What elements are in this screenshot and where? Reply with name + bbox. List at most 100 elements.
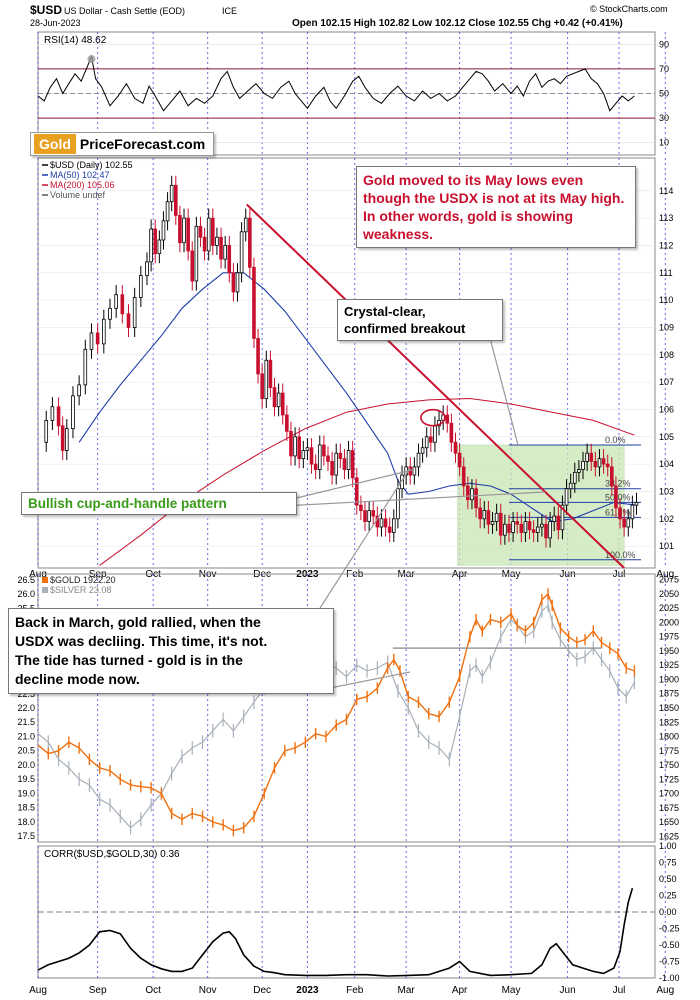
usd-candle-body (367, 510, 371, 522)
usd-candle-body (178, 214, 182, 244)
usd-candle-body (215, 236, 219, 246)
usd-candle-body (285, 414, 289, 432)
usd-candle-body (149, 228, 153, 263)
usd-candle-body (182, 217, 186, 244)
usd-candle-body (194, 225, 199, 282)
usd-candle-body (548, 521, 552, 539)
usd-candle-body (527, 521, 532, 531)
usd-candle-body (64, 428, 69, 451)
usd-y-tick: 104 (659, 459, 674, 469)
usd-candle-body (498, 512, 503, 536)
silver-y-tick: 20.0 (17, 760, 35, 770)
usd-candle-body (145, 261, 149, 276)
usd-candle-body (535, 526, 540, 533)
usd-candle-body (622, 518, 626, 528)
usd-candle-body (490, 521, 495, 525)
usd-candle-body (540, 523, 544, 528)
chart-panels: 10 30 50 70 90 RSI(14) 48.62 101 102 103 104 105 10… (17, 31, 680, 996)
gold-y-tick: 1800 (659, 732, 679, 742)
usd-candle-body (433, 425, 437, 443)
usd-candle-body (383, 518, 388, 528)
gold-y-tick: 1850 (659, 703, 679, 713)
gold-y-tick: 1625 (659, 831, 679, 841)
gold-panel-frame (37, 573, 656, 843)
logo-gold: Gold (34, 134, 76, 154)
gold-y-tick: 1725 (659, 774, 679, 784)
usd-candle-body (593, 460, 598, 468)
usd-candle-body (235, 272, 240, 293)
usd-candle-body (531, 529, 536, 533)
corr-legend: CORR($USD,$GOLD,30) 0.36 (44, 849, 180, 860)
usd-candle-body (614, 485, 618, 509)
silver-y-tick: 20.5 (17, 746, 35, 756)
fib-level-label: 0.0% (605, 435, 626, 445)
gold-y-tick: 2050 (659, 589, 679, 599)
usd-y-tick: 101 (659, 541, 674, 551)
usd-candle-body (630, 504, 635, 520)
usd-candle-body (503, 523, 507, 536)
silver-legend-swatch (42, 587, 48, 593)
x-tick-label: Oct (145, 985, 161, 996)
usd-y-tick: 114 (659, 186, 673, 196)
silver-y-tick: 18.0 (17, 817, 35, 827)
usd-candle-body (161, 220, 166, 241)
gold-y-tick: 1650 (659, 817, 679, 827)
usd-candle-body (350, 450, 355, 479)
usd-candle-body (470, 488, 474, 501)
fib-level-label: 38.2% (605, 479, 631, 489)
gold-legend-entry: $GOLD 1922.20 (50, 575, 116, 585)
usd-candle-body (507, 523, 511, 533)
usd-candle-body (429, 436, 433, 443)
corr-y-tick: 0.00 (659, 907, 677, 917)
ohlc-readout: Open 102.15 High 102.82 Low 102.12 Close… (292, 18, 623, 29)
silver-legend-entry: $SILVER 23.08 (50, 585, 111, 595)
usd-candle-body (387, 526, 392, 533)
gold-y-tick: 1675 (659, 803, 679, 813)
usd-candle-body (256, 337, 260, 375)
march-top-circle (420, 408, 446, 427)
usd-y-tick: 113 (659, 213, 673, 223)
corr-y-tick: 1.00 (659, 841, 677, 851)
usd-candle-body (239, 231, 244, 274)
usd-candle-body (114, 294, 118, 309)
usd-y-tick: 106 (659, 404, 674, 414)
cup-pointer-2 (282, 491, 546, 507)
rsi-y-tick: 30 (659, 113, 669, 123)
usd-candle-body (392, 518, 396, 533)
logo-priceforecast: PriceForecast.com (79, 136, 206, 152)
usd-y-tick: 105 (659, 432, 674, 442)
x-tick-label: Sep (89, 985, 107, 996)
x-tick-label: Jun (560, 985, 576, 996)
usd-candle-body (309, 447, 314, 465)
ma50-line (78, 272, 637, 523)
usd-candle-body (108, 307, 112, 320)
silver-y-tick: 22.0 (17, 703, 35, 713)
usd-candle-body (577, 469, 581, 473)
usd-candle-body (544, 523, 548, 539)
usd-candle-body (268, 359, 273, 388)
x-tick-label: May (502, 985, 521, 996)
usd-candle-body (523, 521, 528, 533)
usd-candle-body (412, 466, 417, 476)
annotation-march-line3: The tide has turned - gold is in the (15, 652, 243, 668)
fib-level-label: 61.8% (605, 507, 631, 517)
usd-candle-body (173, 184, 178, 216)
x-tick-label: Apr (452, 985, 468, 996)
silver-series-line (37, 604, 635, 829)
usd-candle-body (326, 455, 330, 462)
silver-y-tick: 21.5 (17, 717, 35, 727)
corr-y-tick: 0.75 (659, 858, 677, 868)
corr-y-tick: -0.50 (659, 940, 680, 950)
usd-candle-body (556, 515, 561, 531)
usd-y-tick: 107 (659, 377, 674, 387)
rsi-y-tick: 70 (659, 64, 669, 74)
usd-candle-body (494, 512, 499, 522)
corr-y-tick: 0.50 (659, 874, 677, 884)
usd-candle-body (445, 414, 450, 424)
usd-y-tick: 110 (659, 295, 673, 305)
chart-symbol: $USD (30, 3, 62, 17)
usd-candle-body (126, 313, 131, 328)
usd-candle-body (515, 521, 520, 525)
x-tick-label: Nov (199, 985, 217, 996)
usd-candle-body (396, 488, 400, 520)
